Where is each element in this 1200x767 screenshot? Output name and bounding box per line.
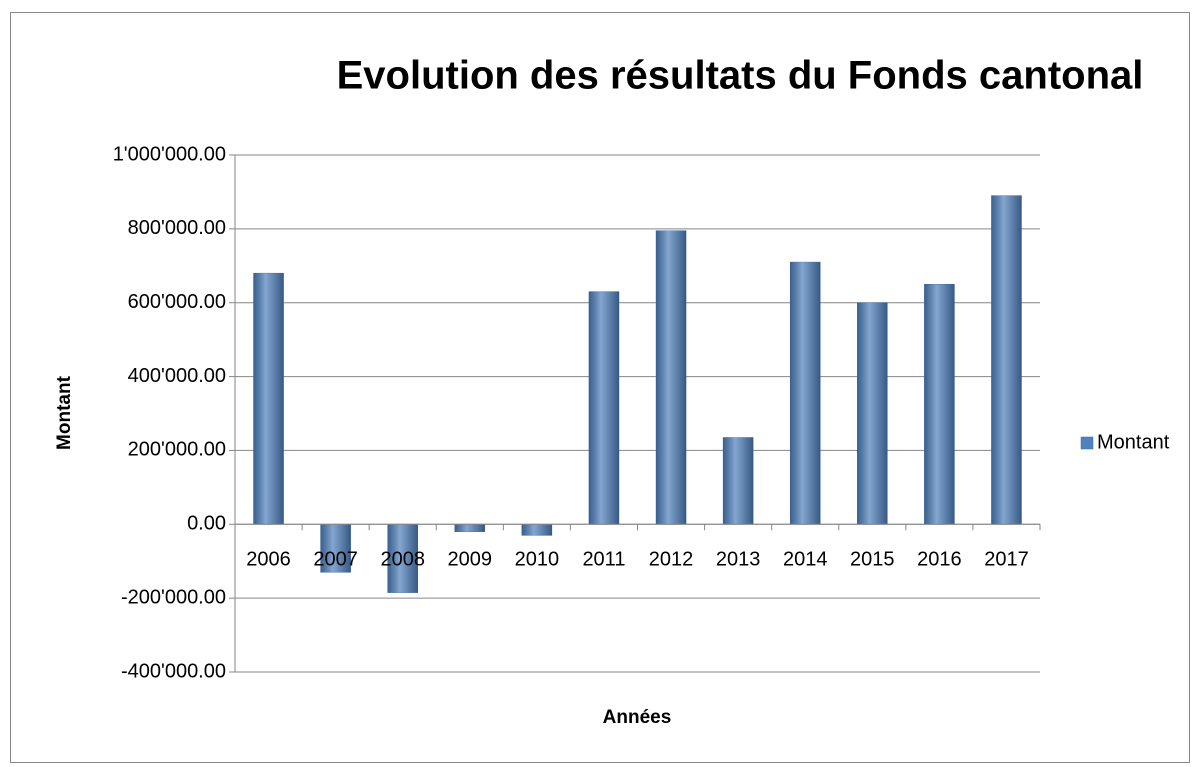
x-tick-label: 2009 <box>448 549 493 571</box>
y-tick-label: 600'000.00 <box>128 291 226 313</box>
x-tick-label: 2016 <box>917 549 962 571</box>
y-tick-label: -200'000.00 <box>121 586 226 608</box>
bar-shine <box>253 273 284 525</box>
x-tick-label: 2013 <box>716 549 761 571</box>
bar-shine <box>656 230 687 525</box>
x-tick-label: 2007 <box>313 549 358 571</box>
x-tick-label: 2006 <box>246 549 291 571</box>
y-tick-label: 800'000.00 <box>128 217 226 239</box>
legend-swatch <box>1080 436 1094 450</box>
bar-shine <box>723 437 754 525</box>
x-tick-label: 2014 <box>783 549 828 571</box>
bar-shine <box>991 195 1022 525</box>
x-tick-label: 2010 <box>515 549 560 571</box>
bar-shine <box>521 524 552 536</box>
bar-shine <box>454 524 485 532</box>
chart-title: Evolution des résultats du Fonds cantona… <box>337 54 1144 98</box>
bar-shine <box>924 284 955 525</box>
bar-shine <box>857 302 888 525</box>
bar-shine <box>320 524 351 573</box>
y-tick-label: 400'000.00 <box>128 365 226 387</box>
x-axis-title: Années <box>603 707 672 728</box>
y-tick-label: -400'000.00 <box>121 660 226 682</box>
y-tick-label: 1'000'000.00 <box>113 143 226 165</box>
x-tick-label: 2017 <box>984 549 1029 571</box>
bar-shine <box>588 291 619 525</box>
bar-shine <box>387 524 418 593</box>
x-tick-label: 2015 <box>850 549 895 571</box>
bar-shine <box>790 262 821 525</box>
x-tick-label: 2012 <box>649 549 694 571</box>
y-tick-label: 200'000.00 <box>128 439 226 461</box>
y-tick-label: 0.00 <box>187 513 226 535</box>
y-axis-title: Montant <box>54 375 75 450</box>
legend-label: Montant <box>1097 431 1170 453</box>
x-tick-label: 2011 <box>582 549 625 571</box>
x-tick-label: 2008 <box>380 549 425 571</box>
